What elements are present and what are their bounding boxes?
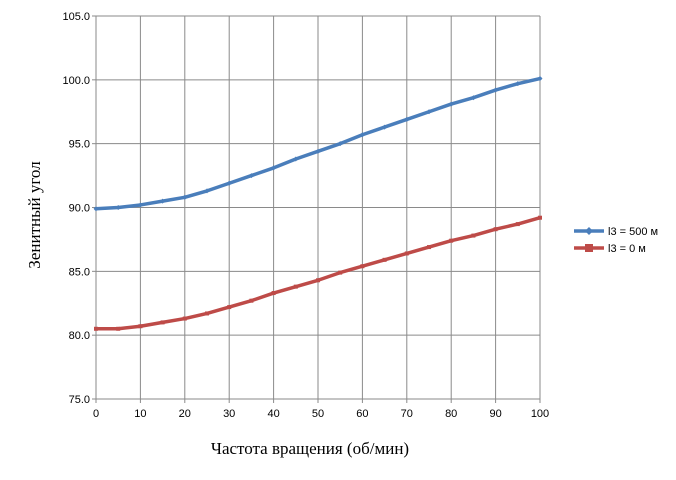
series-2-point: [515, 222, 520, 227]
series-2-point: [382, 257, 387, 262]
series-1-point: [382, 124, 388, 130]
series-1-point: [537, 76, 543, 82]
series-2-point: [205, 311, 209, 316]
series-2-point: [293, 284, 298, 289]
x-tick-label: 40: [267, 408, 279, 420]
series-1-point: [137, 202, 143, 208]
series-2-point: [338, 270, 343, 275]
series-2-point: [471, 233, 476, 238]
series-2-point: [493, 227, 498, 232]
x-tick-label: 50: [312, 408, 324, 420]
x-tick-label: 20: [179, 408, 191, 420]
series-1-point: [359, 132, 365, 138]
series-1-point: [226, 180, 232, 186]
grid: [92, 15, 541, 403]
x-tick-label: 100: [531, 408, 549, 420]
x-tick-label: 70: [401, 408, 413, 420]
series-2-point: [182, 316, 187, 321]
y-tick-label: 80.0: [69, 330, 90, 342]
series-1-point: [271, 165, 277, 171]
y-tick-label: 85.0: [69, 266, 90, 278]
series-2-point: [227, 305, 232, 310]
legend-label-1: l3 = 500 м: [608, 226, 658, 238]
series-2-point: [360, 264, 365, 269]
series-1-point: [115, 205, 121, 210]
y-tick-label: 95.0: [69, 139, 90, 151]
series-1-point: [248, 173, 254, 179]
series-2-point: [538, 215, 542, 220]
x-tick-label: 60: [356, 408, 368, 420]
series-2-point: [138, 324, 143, 329]
series-2-point: [249, 298, 254, 303]
series-2-point: [427, 245, 431, 250]
series-2-point: [94, 326, 98, 331]
series-1-point: [515, 81, 521, 87]
legend-marker-2: [585, 244, 593, 252]
x-tick-label: 80: [445, 408, 457, 420]
series-1-point: [204, 188, 210, 194]
series-1-point: [337, 141, 343, 147]
series-1-point: [493, 87, 499, 93]
ticks: 0 10 20 30 40 50 60 70 80 90 100 75.0 80.0 85.0 90.0 95…: [62, 11, 549, 420]
y-tick-label: 75.0: [69, 394, 90, 406]
legend-label-2: l3 = 0 м: [608, 243, 646, 255]
legend-marker-1: [585, 227, 593, 235]
series-1-point: [448, 101, 454, 107]
series-2-point: [449, 238, 454, 243]
series-2-point: [116, 326, 121, 331]
series-1-point: [315, 148, 321, 154]
series-1-point: [470, 95, 476, 101]
series-1-point: [182, 194, 188, 200]
series-2-point: [316, 278, 320, 283]
y-tick-label: 90.0: [69, 203, 90, 215]
legend: l3 = 500 м l3 = 0 м: [574, 226, 658, 255]
y-tick-label: 105.0: [62, 11, 90, 23]
x-tick-label: 0: [93, 408, 99, 420]
series-1-point: [293, 156, 299, 162]
x-tick-label: 90: [489, 408, 501, 420]
series-layer: [93, 76, 543, 331]
series-2-point: [160, 320, 165, 325]
series-1-point: [426, 109, 432, 115]
x-axis-title: Частота вращения (об/мин): [211, 439, 409, 458]
series-1-point: [404, 116, 410, 122]
series-2-point: [271, 291, 276, 296]
y-tick-label: 100.0: [62, 75, 90, 87]
x-tick-label: 10: [134, 408, 146, 420]
series-1-point: [93, 206, 99, 212]
series-2-point: [404, 251, 409, 256]
x-tick-label: 30: [223, 408, 235, 420]
y-axis-title: Зенитный угол: [25, 161, 44, 269]
series-1-point: [160, 198, 166, 204]
